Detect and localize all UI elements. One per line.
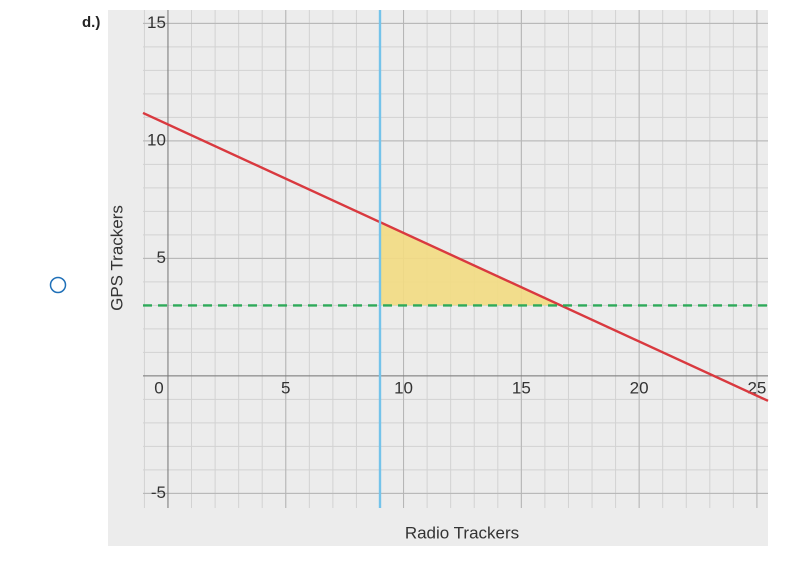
y-tick-label: -5 [151,483,166,502]
x-tick-label: 5 [281,378,290,397]
y-tick-label: 10 [147,130,166,149]
y-tick-label: 15 [147,13,166,32]
x-tick-label: 10 [394,378,413,397]
x-axis-label: Radio Trackers [405,523,519,542]
boundary-line [142,111,769,402]
x-tick-label: 15 [512,378,531,397]
option-label: d.) [82,14,100,31]
y-axis-label: GPS Trackers [107,205,126,311]
x-tick-label: 20 [630,378,649,397]
y-tick-label: 5 [157,248,166,267]
radio-button[interactable] [49,276,67,294]
x-tick-label: 0 [154,378,163,397]
